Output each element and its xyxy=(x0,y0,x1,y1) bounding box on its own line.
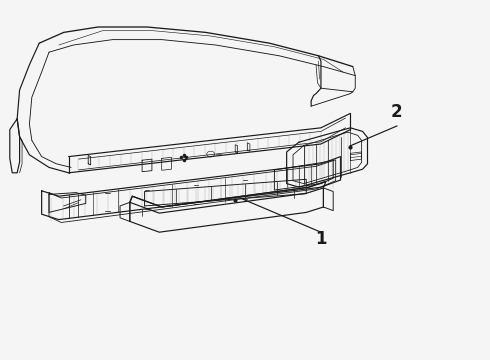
Text: 1: 1 xyxy=(315,230,327,248)
Text: 2: 2 xyxy=(391,103,403,121)
